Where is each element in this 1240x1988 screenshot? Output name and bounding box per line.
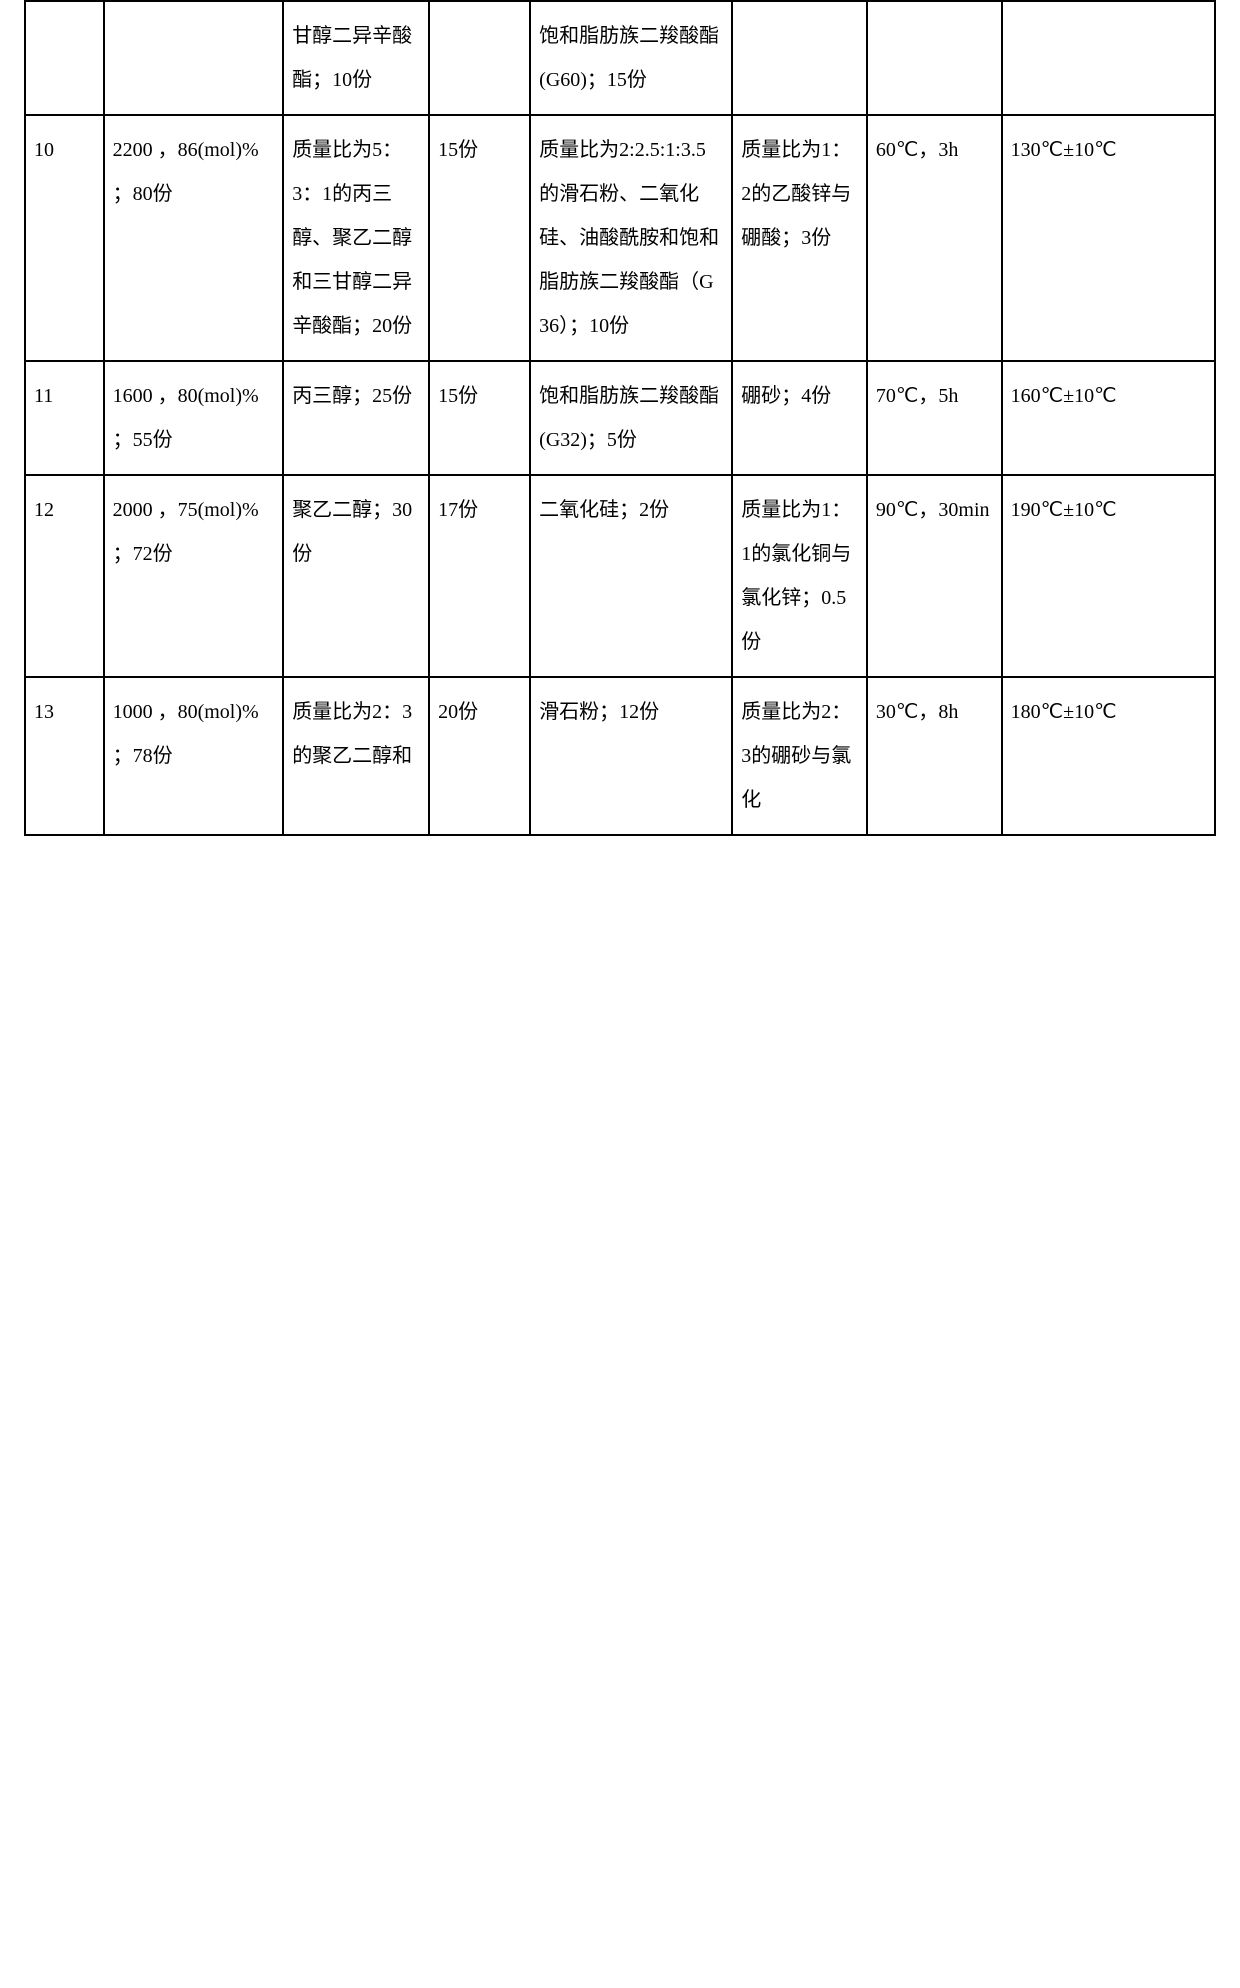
cell: 饱和脂肪族二羧酸酯(G60)；15份: [530, 1, 732, 115]
cell: 二氧化硅；2份: [530, 475, 732, 677]
cell-rownum: 11: [25, 361, 104, 475]
cell: 聚乙二醇；30份: [283, 475, 429, 677]
cell: 饱和脂肪族二羧酸酯(G32)；5份: [530, 361, 732, 475]
document-page: 甘醇二异辛酸酯；10份 饱和脂肪族二羧酸酯(G60)；15份 10 2200 ，…: [0, 0, 1240, 836]
cell: 质量比为2：3的硼砂与氯化: [732, 677, 867, 835]
cell: 丙三醇；25份: [283, 361, 429, 475]
cell: 质量比为1：2的乙酸锌与硼酸；3份: [732, 115, 867, 361]
cell: 1600 ，80(mol)% ；55份: [104, 361, 284, 475]
cell: [867, 1, 1002, 115]
cell: 1000 ，80(mol)% ；78份: [104, 677, 284, 835]
cell: 15份: [429, 115, 530, 361]
cell: 2000 ，75(mol)% ；72份: [104, 475, 284, 677]
cell: 160℃±10℃: [1002, 361, 1215, 475]
cell: [25, 1, 104, 115]
cell: 15份: [429, 361, 530, 475]
table-row: 12 2000 ，75(mol)% ；72份 聚乙二醇；30份 17份 二氧化硅…: [25, 475, 1215, 677]
cell: 甘醇二异辛酸酯；10份: [283, 1, 429, 115]
cell: [1002, 1, 1215, 115]
table-row: 13 1000 ，80(mol)% ；78份 质量比为2：3的聚乙二醇和 20份…: [25, 677, 1215, 835]
cell: 20份: [429, 677, 530, 835]
cell: [732, 1, 867, 115]
cell: 60℃，3h: [867, 115, 1002, 361]
cell: 90℃，30min: [867, 475, 1002, 677]
cell-rownum: 12: [25, 475, 104, 677]
cell: 质量比为1：1的氯化铜与氯化锌；0.5份: [732, 475, 867, 677]
cell-rownum: 13: [25, 677, 104, 835]
cell: 130℃±10℃: [1002, 115, 1215, 361]
cell: [104, 1, 284, 115]
cell-rownum: 10: [25, 115, 104, 361]
data-table: 甘醇二异辛酸酯；10份 饱和脂肪族二羧酸酯(G60)；15份 10 2200 ，…: [24, 0, 1216, 836]
cell: 质量比为2:2.5:1:3.5的滑石粉、二氧化硅、油酸酰胺和饱和脂肪族二羧酸酯（…: [530, 115, 732, 361]
table-row: 甘醇二异辛酸酯；10份 饱和脂肪族二羧酸酯(G60)；15份: [25, 1, 1215, 115]
cell: 滑石粉；12份: [530, 677, 732, 835]
cell: 2200 ，86(mol)% ；80份: [104, 115, 284, 361]
cell: [429, 1, 530, 115]
cell: 硼砂；4份: [732, 361, 867, 475]
cell: 30℃，8h: [867, 677, 1002, 835]
cell: 质量比为2：3的聚乙二醇和: [283, 677, 429, 835]
table-row: 10 2200 ，86(mol)% ；80份 质量比为5：3：1的丙三醇、聚乙二…: [25, 115, 1215, 361]
table-row: 11 1600 ，80(mol)% ；55份 丙三醇；25份 15份 饱和脂肪族…: [25, 361, 1215, 475]
cell: 190℃±10℃: [1002, 475, 1215, 677]
cell: 180℃±10℃: [1002, 677, 1215, 835]
cell: 70℃，5h: [867, 361, 1002, 475]
cell: 17份: [429, 475, 530, 677]
cell: 质量比为5：3：1的丙三醇、聚乙二醇和三甘醇二异辛酸酯；20份: [283, 115, 429, 361]
